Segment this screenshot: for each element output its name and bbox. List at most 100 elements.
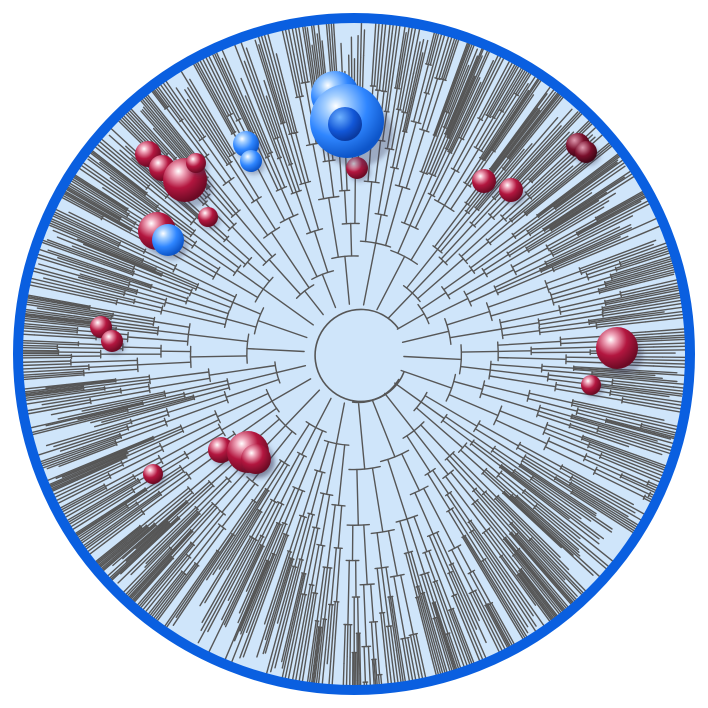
tree-branch: [190, 291, 232, 309]
tree-node-arc: [378, 611, 386, 614]
tree-branch: [90, 428, 129, 442]
tree-branch: [29, 340, 80, 344]
tree-branch: [105, 230, 146, 251]
tree-branch: [126, 413, 170, 429]
tree-branch: [200, 594, 222, 632]
tree-branch: [71, 504, 128, 542]
tree-branch: [188, 512, 225, 557]
tree-branch: [598, 278, 646, 292]
tree-branch: [485, 468, 518, 498]
tree-node-arc: [553, 476, 557, 481]
tree-node-arc: [274, 136, 280, 140]
tree-branch: [356, 632, 359, 682]
tree-branch: [285, 566, 297, 603]
root-ring: [314, 308, 405, 404]
tree-branch: [84, 205, 132, 232]
tree-branch: [429, 151, 451, 195]
tree-branch: [396, 313, 425, 330]
tree-branch: [201, 585, 224, 624]
tree-branch: [488, 375, 557, 388]
tree-branch: [534, 550, 578, 597]
tree-branch: [93, 506, 129, 530]
tree-branch: [246, 347, 305, 353]
tree-node-arc: [157, 454, 164, 465]
tree-branch: [196, 286, 234, 303]
tree-branch: [154, 491, 194, 526]
tree-branch: [269, 152, 286, 189]
tree-branch: [150, 285, 189, 300]
tree-branch: [362, 29, 366, 57]
tree-branch: [142, 106, 166, 133]
tree-branch: [20, 363, 72, 367]
tree-branch: [276, 137, 297, 193]
tree-branch: [279, 99, 291, 135]
tree-branch: [329, 39, 334, 78]
tree-branch: [446, 112, 465, 151]
tree-node-arc: [163, 297, 168, 307]
tree-branch: [464, 157, 482, 184]
tree-branch: [600, 224, 632, 240]
tree-branch: [291, 516, 306, 560]
tree-node-arc: [263, 226, 281, 239]
tree-branch: [228, 162, 255, 202]
tree-branch: [154, 268, 198, 288]
tree-branch: [384, 392, 415, 432]
tree-branch: [309, 664, 315, 690]
tree-branch: [514, 252, 553, 273]
tree-node-arc: [89, 397, 92, 405]
tree-branch: [571, 404, 631, 420]
tree-branch: [239, 545, 265, 598]
tree-branch: [164, 379, 229, 395]
tree-branch: [503, 135, 532, 171]
tree-branch: [305, 592, 315, 643]
tree-branch: [406, 248, 439, 289]
tree-node-arc: [609, 389, 612, 397]
tree-node-arc: [346, 523, 370, 526]
tree-branch: [32, 422, 71, 433]
tree-branch: [267, 534, 289, 591]
tree-branch: [346, 623, 349, 658]
tree-branch: [376, 567, 383, 614]
tree-branch: [152, 425, 182, 439]
tree-branch: [130, 557, 174, 606]
tree-branch: [500, 465, 544, 499]
tree-branch: [78, 450, 128, 473]
tree-branch: [447, 108, 469, 153]
tree-node-arc: [458, 253, 469, 265]
tree-branch: [160, 419, 220, 449]
tree-branch: [559, 302, 606, 313]
tree-branch: [87, 269, 131, 284]
tree-branch: [415, 407, 464, 449]
tree-branch: [433, 617, 449, 666]
tree-branch: [480, 392, 540, 412]
tree-branch: [547, 233, 578, 251]
tree-branch: [534, 489, 600, 540]
tree-branch: [32, 267, 86, 283]
tree-branch: [592, 215, 634, 237]
tree-branch: [591, 372, 632, 377]
tree-node-arc: [202, 200, 208, 206]
tree-node-arc: [510, 264, 517, 276]
tree-branch: [373, 25, 380, 87]
tree-branch: [46, 388, 85, 395]
tree-branch: [146, 489, 192, 528]
tree-branch: [602, 306, 662, 317]
tree-branch: [300, 584, 312, 636]
tree-branch: [140, 110, 183, 159]
tree-branch: [160, 512, 201, 555]
tree-node-arc: [217, 423, 226, 437]
tree-branch: [533, 506, 586, 552]
tree-node-arc: [110, 315, 113, 321]
tree-branch: [280, 187, 295, 217]
tree-branch: [328, 197, 339, 258]
tree-branch: [512, 143, 533, 167]
tree-branch: [110, 523, 156, 563]
tree-branch: [374, 658, 379, 690]
tree-node-arc: [545, 244, 550, 252]
tree-branch: [171, 506, 218, 559]
tree-branch: [493, 447, 521, 466]
tree-branch: [155, 87, 182, 122]
tree-branch: [356, 35, 359, 72]
tree-branch: [96, 274, 130, 287]
tree-branch: [466, 158, 485, 186]
